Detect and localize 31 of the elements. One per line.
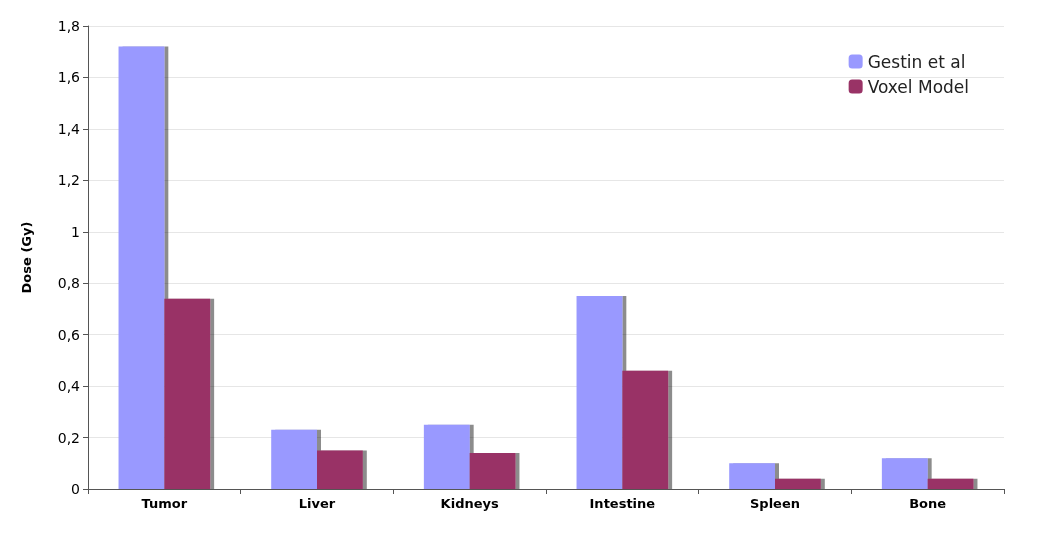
bar: [622, 370, 669, 489]
bar: [576, 296, 623, 489]
legend-label: Gestin et al: [867, 51, 966, 72]
x-tick-label: Bone: [909, 496, 947, 511]
y-tick-label: 0: [71, 481, 80, 497]
x-tick-label: Kidneys: [440, 496, 499, 511]
x-tick-label: Liver: [298, 496, 336, 511]
bar: [469, 452, 516, 489]
y-axis-title: Dose (Gy): [19, 221, 34, 294]
y-tick-label: 0,4: [57, 378, 81, 395]
x-tick-label: Intestine: [589, 496, 656, 511]
legend-label: Voxel Model: [867, 76, 970, 97]
bar: [118, 46, 165, 489]
y-tick-label: 0,2: [57, 429, 80, 446]
y-tick-label: 1,2: [57, 172, 80, 189]
bar: [164, 298, 211, 489]
bar: [271, 429, 317, 489]
y-tick-label: 0,8: [57, 275, 80, 292]
x-tick-label: Tumor: [141, 496, 188, 511]
y-tick-label: 1: [71, 223, 80, 240]
bar: [729, 463, 775, 489]
bar: [775, 478, 821, 489]
y-tick-label: 1,8: [57, 18, 80, 34]
bar: [317, 450, 363, 489]
y-tick-label: 0,6: [57, 326, 81, 343]
x-tick-label: Spleen: [749, 496, 801, 511]
bar: [423, 424, 470, 489]
bar: [927, 478, 974, 489]
y-tick-label: 1,6: [57, 69, 81, 86]
y-tick-label: 1,4: [57, 120, 81, 137]
bar: [881, 458, 928, 489]
